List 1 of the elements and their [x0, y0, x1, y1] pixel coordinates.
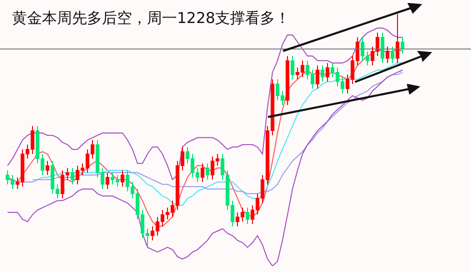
chart-title: 黄金本周先多后空，周一1228支撑看多！ — [12, 9, 290, 28]
